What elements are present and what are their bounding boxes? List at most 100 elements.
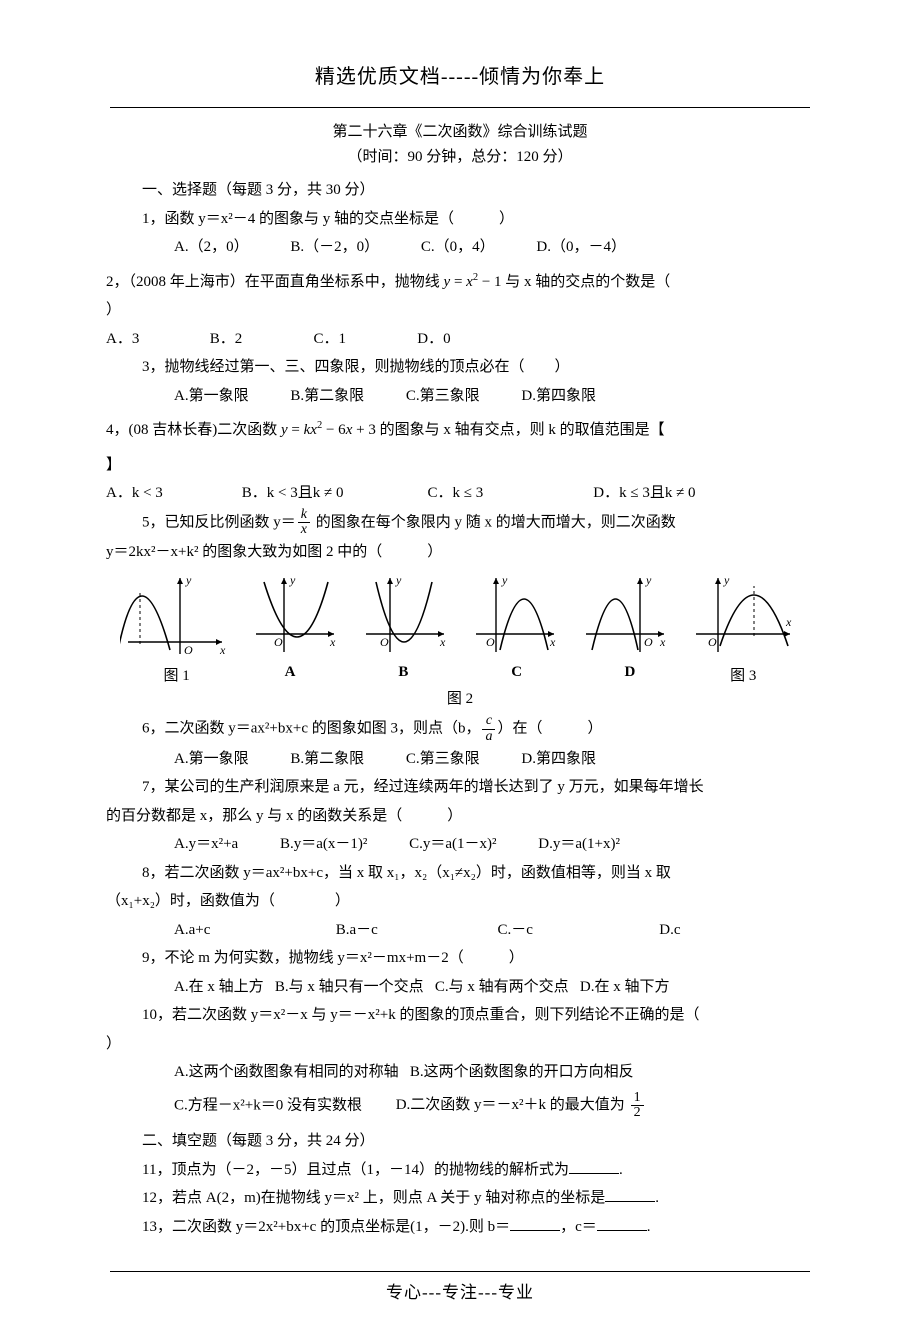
q4-text-a: 4，(08 吉林长春)二次函数 (106, 422, 281, 438)
q9-text: 9，不论 m 为何实数，抛物线 y＝x²－mx+m－2（ ） (110, 944, 810, 973)
header-rule (110, 107, 810, 108)
svg-text:x: x (785, 615, 792, 629)
q8-opt-c: C.－c (498, 916, 618, 945)
q6-opt-a: A.第一象限 (174, 745, 249, 774)
figure-row: x y O x y O (110, 572, 810, 662)
q12: 12，若点 A(2，m)在抛物线 y＝x² 上，则点 A 关于 y 轴对称点的坐… (110, 1184, 810, 1213)
q10-opt-d: D.二次函数 y＝－x²＋k 的最大值为 12 (396, 1097, 646, 1113)
svg-text:y: y (395, 573, 402, 587)
q7-text2: 的百分数都是 x，那么 y 与 x 的函数关系是（ ） (106, 802, 810, 831)
page-header: 精选优质文档-----倾情为你奉上 (110, 60, 810, 89)
blank-12[interactable] (605, 1187, 655, 1202)
q3-options: A.第一象限 B.第二象限 C.第三象限 D.第四象限 (110, 382, 810, 411)
q7-text1: 7，某公司的生产利润原来是 a 元，经过连续两年的增长达到了 y 万元，如果每年… (110, 773, 810, 802)
blank-13c[interactable] (597, 1216, 647, 1231)
q3-opt-a: A.第一象限 (174, 382, 249, 411)
q2-formula: y = x2 − 1 (444, 274, 502, 290)
q5-text-b: 的图象在每个象限内 y 随 x 的增大而增大，则二次函数 (312, 514, 676, 530)
q4-text: 4，(08 吉林长春)二次函数 y = kx2 − 6x + 3 的图象与 x … (106, 416, 810, 445)
figD-label: D (573, 664, 686, 685)
svg-text:y: y (723, 573, 730, 587)
page-footer: 专心---专注---专业 (110, 1278, 810, 1303)
q2-opt-d: D．0 (417, 325, 517, 354)
q6-text: 6，二次函数 y＝ax²+bx+c 的图象如图 3，则点（b，ca）在（ ） (110, 714, 810, 744)
q2-opt-b: B．2 (210, 325, 310, 354)
fig3-caption: 图 3 (687, 664, 800, 685)
svg-text:O: O (644, 635, 653, 649)
q2-text: 2，（2008 年上海市）在平面直角坐标系中，抛物线 y = x2 − 1 与 … (106, 268, 810, 297)
q9-opt-a: A.在 x 轴上方 (174, 979, 264, 995)
q13: 13，二次函数 y＝2x²+bx+c 的顶点坐标是(1，－2).则 b＝，c＝. (110, 1213, 810, 1242)
q8-opt-d: D.c (659, 916, 680, 945)
svg-text:O: O (184, 643, 193, 657)
doc-title: 第二十六章《二次函数》综合训练试题 (110, 120, 810, 141)
q1-opt-d: D.（0，－4） (536, 233, 626, 262)
q5-text-line2: y＝2kx²－x+k² 的图象大致为如图 2 中的（ ） (106, 538, 810, 567)
fig1-caption: 图 1 (120, 664, 233, 685)
svg-text:y: y (501, 573, 508, 587)
q2-text-close: ） (106, 296, 810, 325)
q3-text: 3，抛物线经过第一、三、四象限，则抛物线的顶点必在（ ） (110, 353, 810, 382)
q11: 11，顶点为（－2，－5）且过点（1，－14）的抛物线的解析式为. (110, 1156, 810, 1185)
svg-text:x: x (329, 635, 336, 649)
q2-opt-a: A．3 (106, 325, 206, 354)
svg-text:y: y (645, 573, 652, 587)
section-1-heading: 一、选择题（每题 3 分，共 30 分） (110, 176, 810, 205)
q2-opt-c: C．1 (314, 325, 414, 354)
q4-opt-c: C．k ≤ 3 (428, 479, 568, 508)
q7-opt-b: B.y＝a(x－1)² (280, 830, 367, 859)
q13-text-b: ，c＝ (560, 1219, 597, 1235)
q6-text-a: 6，二次函数 y＝ax²+bx+c 的图象如图 3，则点（b， (142, 721, 480, 737)
q4-options: A．k < 3 B．k < 3且k ≠ 0 C．k ≤ 3 D．k ≤ 3且k … (106, 479, 810, 508)
q7-options: A.y＝x²+a B.y＝a(x－1)² C.y＝a(1－x)² D.y＝a(1… (110, 830, 810, 859)
figD: x y O (580, 572, 670, 662)
q2-text-a: 2，（2008 年上海市）在平面直角坐标系中，抛物线 (106, 274, 444, 290)
q4-opt-b: B．k < 3且k ≠ 0 (242, 479, 402, 508)
q10-opt-b: B.这两个函数图象的开口方向相反 (410, 1064, 634, 1080)
fig3: x y O (690, 572, 800, 662)
q10-opt-c: C.方程－x²+k＝0 没有实数根 (174, 1097, 362, 1113)
doc-subtitle: （时间：90 分钟，总分：120 分） (110, 145, 810, 166)
svg-text:O: O (708, 635, 717, 649)
section-2-heading: 二、填空题（每题 3 分，共 24 分） (110, 1127, 810, 1156)
fig2-caption: 图 2 (110, 687, 810, 708)
q4-text-b: 的图象与 x 轴有交点，则 k 的取值范围是【 (376, 422, 665, 438)
q9-opt-d: D.在 x 轴下方 (580, 979, 670, 995)
q4-formula: y = kx2 − 6x + 3 (281, 422, 376, 438)
q1-opt-b: B.（－2，0） (290, 233, 379, 262)
q10-opts-row1: A.这两个函数图象有相同的对称轴 B.这两个函数图象的开口方向相反 (110, 1058, 810, 1087)
svg-text:x: x (439, 635, 446, 649)
q8-options: A.a+c B.a－c C.－c D.c (110, 916, 810, 945)
q6-options: A.第一象限 B.第二象限 C.第三象限 D.第四象限 (110, 745, 810, 774)
blank-11[interactable] (569, 1159, 619, 1174)
q6-opt-d: D.第四象限 (521, 745, 596, 774)
frac-k-over-x: kx (298, 508, 310, 538)
q3-opt-d: D.第四象限 (521, 382, 596, 411)
q6-opt-b: B.第二象限 (290, 745, 364, 774)
fig1: x y O (120, 572, 230, 662)
frac-c-over-a: ca (482, 714, 495, 744)
figB-label: B (347, 664, 460, 685)
q5-text-line1: 5，已知反比例函数 y＝kx 的图象在每个象限内 y 随 x 的增大而增大，则二… (110, 508, 810, 538)
q8-text1: 8，若二次函数 y＝ax²+bx+c，当 x 取 x₁，x₂（x₁≠x₂）时，函… (110, 859, 810, 888)
q4-close: 】 (106, 451, 810, 480)
q3-opt-c: C.第三象限 (406, 382, 480, 411)
q8-opt-b: B.a－c (336, 916, 456, 945)
q7-opt-a: A.y＝x²+a (174, 830, 238, 859)
svg-text:O: O (380, 635, 389, 649)
q7-opt-c: C.y＝a(1－x)² (409, 830, 496, 859)
blank-13b[interactable] (510, 1216, 560, 1231)
frac-one-half: 12 (631, 1091, 644, 1121)
svg-text:O: O (486, 635, 495, 649)
figC-label: C (460, 664, 573, 685)
q10-text1: 10，若二次函数 y＝x²－x 与 y＝－x²+k 的图象的顶点重合，则下列结论… (110, 1001, 810, 1030)
q1-opt-a: A.（2，0） (174, 233, 249, 262)
q6-text-b: ）在（ ） (497, 721, 602, 737)
svg-text:x: x (659, 635, 666, 649)
figB: x y O (360, 572, 450, 662)
q4-opt-a: A．k < 3 (106, 479, 216, 508)
svg-text:O: O (274, 635, 283, 649)
q1-options: A.（2，0） B.（－2，0） C.（0，4） D.（0，－4） (110, 233, 810, 262)
q10-opt-a: A.这两个函数图象有相同的对称轴 (174, 1064, 399, 1080)
footer-rule (110, 1271, 810, 1272)
